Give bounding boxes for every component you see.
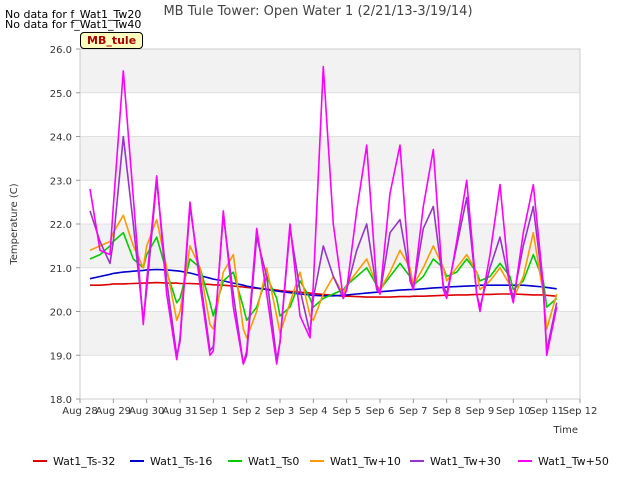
x-axis-label: Time xyxy=(553,425,578,436)
x-tick-label: Aug 30 xyxy=(129,406,164,417)
y-tick-label: 18.0 xyxy=(50,395,72,406)
y-tick-label: 25.0 xyxy=(50,89,72,100)
legend-label: Wat1_Ts-16 xyxy=(150,455,212,468)
y-axis-label: Temperature (C) xyxy=(9,183,20,265)
x-tick-label: Sep 10 xyxy=(496,406,531,417)
chart-title: MB Tule Tower: Open Water 1 (2/21/13-3/1… xyxy=(163,4,472,19)
axes: 18.0 19.0 20.0 21.0 22.0 23.0 24.0 25.0 26.0 Aug … xyxy=(50,45,598,417)
x-tick-label: Sep 2 xyxy=(232,406,260,417)
x-tick-label: Sep 11 xyxy=(529,406,564,417)
x-tick-label: Aug 31 xyxy=(162,406,197,417)
y-tick-label: 20.0 xyxy=(50,308,72,319)
y-tick-label: 24.0 xyxy=(50,133,72,144)
no-data-note: No data for f_Wat1_Tw20 xyxy=(5,8,142,21)
series-line xyxy=(89,214,558,339)
x-tick-label: Aug 28 xyxy=(62,406,97,417)
y-tick-label: 21.0 xyxy=(50,264,72,275)
y-tick-label: 22.0 xyxy=(50,220,72,231)
x-tick-label: Aug 29 xyxy=(96,406,131,417)
x-tick-label: Sep 9 xyxy=(466,406,494,417)
x-tick-label: Sep 1 xyxy=(199,406,227,417)
site-tag: MB_tule xyxy=(80,32,144,49)
series-lines xyxy=(89,65,558,365)
no-data-note: No data for f_Wat1_Tw40 xyxy=(5,18,142,31)
legend-label: Wat1_Ts0 xyxy=(248,455,299,468)
x-tick-label: Sep 6 xyxy=(366,406,394,417)
legend-label: Wat1_Tw+10 xyxy=(330,455,401,468)
y-tick-label: 23.0 xyxy=(50,176,72,187)
x-tick-label: Sep 3 xyxy=(266,406,294,417)
x-tick-label: Sep 12 xyxy=(563,406,598,417)
legend-label: Wat1_Ts-32 xyxy=(53,455,115,468)
x-tick-label: Sep 7 xyxy=(399,406,427,417)
y-tick-label: 19.0 xyxy=(50,351,72,362)
x-tick-label: Sep 8 xyxy=(432,406,460,417)
grid-band xyxy=(80,49,580,93)
x-tick-label: Sep 4 xyxy=(299,406,327,417)
y-tick-label: 26.0 xyxy=(50,45,72,56)
legend: Wat1_Ts-32 Wat1_Ts-16 Wat1_Ts0 Wat1_Tw+10 Wa… xyxy=(33,455,609,468)
grid-band xyxy=(80,311,580,356)
legend-label: Wat1_Tw+50 xyxy=(538,455,609,468)
legend-label: Wat1_Tw+30 xyxy=(430,455,501,468)
x-tick-label: Sep 5 xyxy=(332,406,360,417)
series-line xyxy=(89,65,558,365)
